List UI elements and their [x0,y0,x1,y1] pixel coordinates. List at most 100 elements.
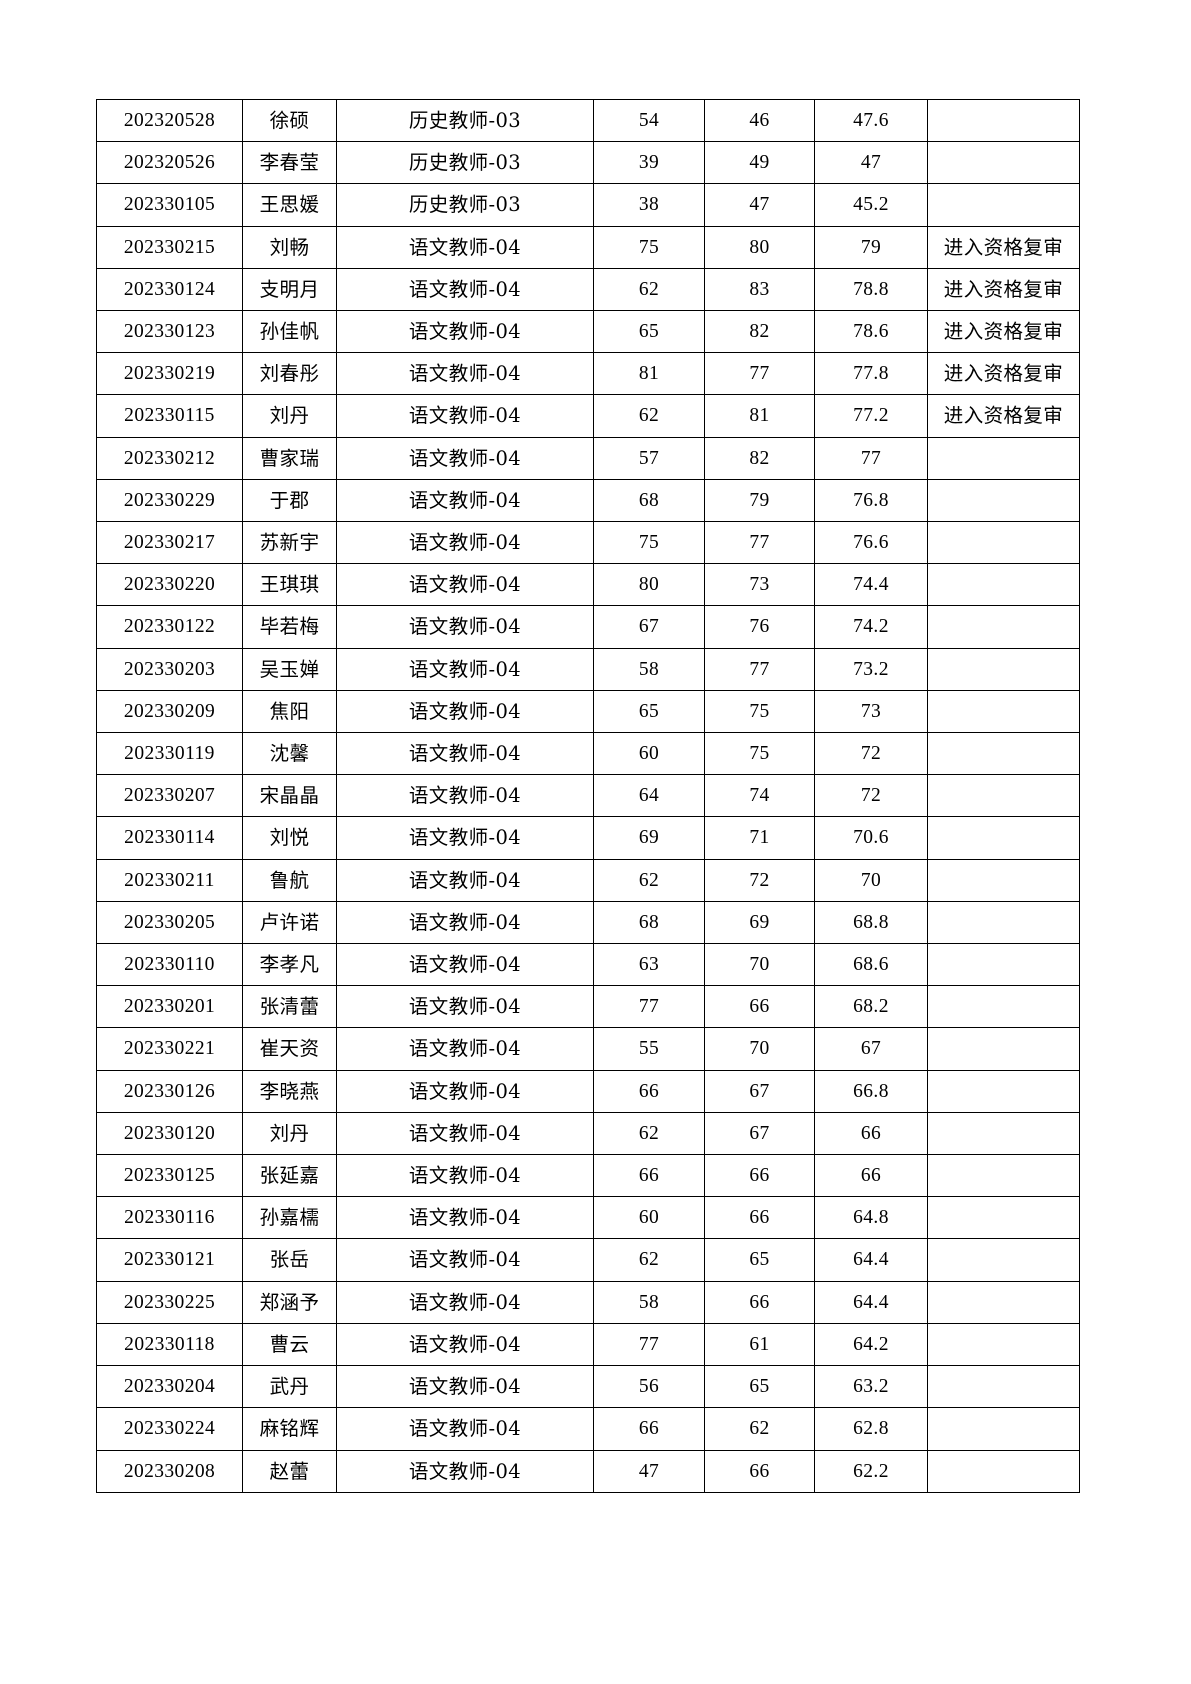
status-note [927,985,1080,1029]
status-note [927,436,1080,480]
total-score: 45.2 [814,183,928,227]
status-note: 进入资格复审 [927,267,1080,312]
written-score: 65 [593,310,705,354]
status-note [927,1322,1080,1367]
interview-score: 79 [704,478,815,523]
interview-score: 75 [704,732,815,776]
candidate-post: 语文教师-04 [336,478,594,523]
table-row: 202330221 崔天资 语文教师-04 55 70 67 [96,1027,1080,1071]
total-score: 64.4 [814,1238,928,1282]
total-score: 67 [814,1027,928,1071]
candidate-post: 语文教师-04 [336,1449,594,1493]
candidate-id: 202330118 [96,1322,243,1367]
written-score: 54 [593,98,705,143]
status-note: 进入资格复审 [927,310,1080,354]
total-score: 68.8 [814,900,928,945]
status-note: 进入资格复审 [927,225,1080,269]
candidate-name: 刘春彤 [242,352,337,396]
candidate-name: 张清蕾 [242,985,337,1029]
table-row: 202330229 于郡 语文教师-04 68 79 76.8 [96,478,1080,523]
total-score: 74.2 [814,605,928,649]
candidate-post: 历史教师-03 [336,141,594,185]
written-score: 62 [593,1111,705,1156]
written-score: 60 [593,1196,705,1240]
written-score: 66 [593,1069,705,1113]
interview-score: 65 [704,1365,815,1409]
total-score: 72 [814,732,928,776]
candidate-name: 支明月 [242,267,337,312]
status-note [927,1111,1080,1156]
written-score: 77 [593,985,705,1029]
status-note [927,1196,1080,1240]
status-note [927,478,1080,523]
status-note [927,647,1080,691]
candidate-post: 语文教师-04 [336,1111,594,1156]
total-score: 77 [814,436,928,480]
candidate-post: 语文教师-04 [336,774,594,818]
table-row: 202330114 刘悦 语文教师-04 69 71 70.6 [96,816,1080,860]
candidate-post: 语文教师-04 [336,521,594,565]
candidate-name: 鲁航 [242,858,337,902]
interview-score: 70 [704,1027,815,1071]
status-note [927,1154,1080,1198]
table-row: 202330201 张清蕾 语文教师-04 77 66 68.2 [96,985,1080,1029]
interview-score: 81 [704,394,815,438]
written-score: 56 [593,1365,705,1409]
interview-score: 67 [704,1111,815,1156]
table-row: 202330122 毕若梅 语文教师-04 67 76 74.2 [96,605,1080,649]
total-score: 74.4 [814,563,928,607]
written-score: 75 [593,521,705,565]
table-row: 202320528 徐硕 历史教师-03 54 46 47.6 [96,98,1080,143]
interview-score: 82 [704,436,815,480]
candidate-post: 语文教师-04 [336,1069,594,1113]
candidate-id: 202330126 [96,1069,243,1113]
candidate-id: 202330215 [96,225,243,269]
written-score: 58 [593,1280,705,1324]
candidate-post: 语文教师-04 [336,1280,594,1324]
candidate-name: 李孝凡 [242,943,337,987]
written-score: 81 [593,352,705,396]
candidate-id: 202330203 [96,647,243,691]
status-note [927,563,1080,607]
candidate-post: 语文教师-04 [336,900,594,945]
written-score: 69 [593,816,705,860]
candidate-id: 202330123 [96,310,243,354]
total-score: 66.8 [814,1069,928,1113]
candidate-id: 202330207 [96,774,243,818]
table-row: 202330118 曹云 语文教师-04 77 61 64.2 [96,1322,1080,1367]
candidate-name: 沈馨 [242,732,337,776]
interview-score: 66 [704,1154,815,1198]
candidate-name: 麻铭辉 [242,1407,337,1451]
candidate-id: 202330208 [96,1449,243,1493]
total-score: 47.6 [814,98,928,143]
status-note: 进入资格复审 [927,352,1080,396]
candidate-id: 202330212 [96,436,243,480]
status-note [927,1407,1080,1451]
candidate-post: 语文教师-04 [336,436,594,480]
total-score: 77.8 [814,352,928,396]
candidate-id: 202330224 [96,1407,243,1451]
table-row: 202330205 卢许诺 语文教师-04 68 69 68.8 [96,900,1080,945]
table-row: 202330220 王琪琪 语文教师-04 80 73 74.4 [96,563,1080,607]
written-score: 66 [593,1407,705,1451]
table-row: 202330204 武丹 语文教师-04 56 65 63.2 [96,1365,1080,1409]
table-row: 202330116 孙嘉檽 语文教师-04 60 66 64.8 [96,1196,1080,1240]
written-score: 63 [593,943,705,987]
interview-score: 72 [704,858,815,902]
total-score: 64.2 [814,1322,928,1367]
status-note [927,689,1080,734]
candidate-name: 刘丹 [242,394,337,438]
total-score: 76.6 [814,521,928,565]
total-score: 79 [814,225,928,269]
interview-score: 66 [704,1280,815,1324]
status-note [927,98,1080,143]
interview-score: 67 [704,1069,815,1113]
candidate-post: 语文教师-04 [336,1407,594,1451]
total-score: 73 [814,689,928,734]
table-row: 202330224 麻铭辉 语文教师-04 66 62 62.8 [96,1407,1080,1451]
candidate-id: 202330204 [96,1365,243,1409]
candidate-id: 202330220 [96,563,243,607]
status-note [927,816,1080,860]
status-note [927,1280,1080,1324]
